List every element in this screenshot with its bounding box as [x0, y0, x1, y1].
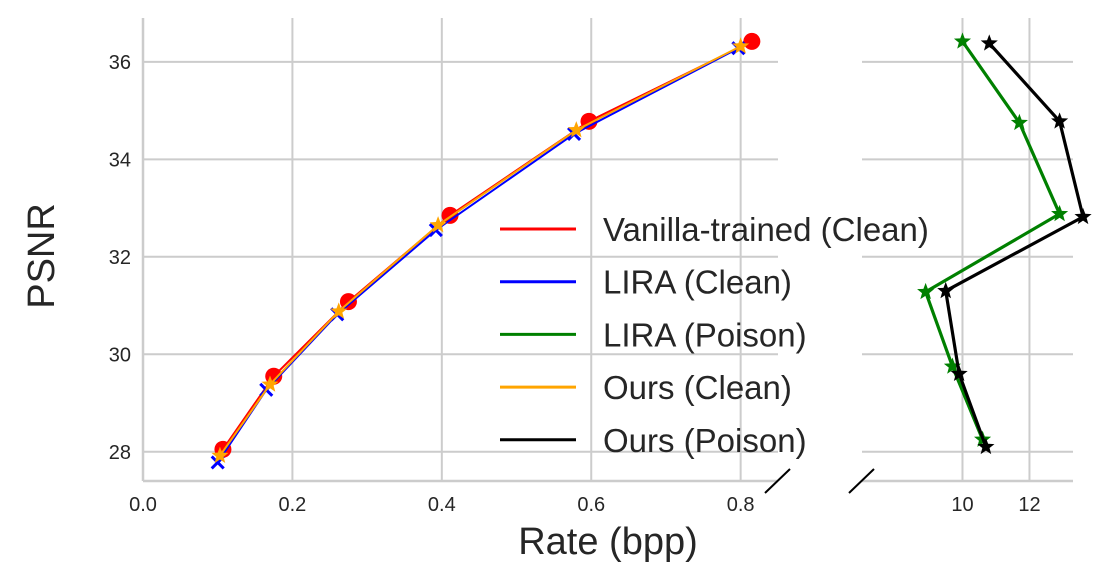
y-tick-label: 32 [109, 247, 131, 269]
series-line [219, 45, 742, 457]
x-tick-label: 10 [951, 494, 973, 516]
x-tick-label: 0.4 [428, 494, 456, 516]
series-ours-poison [937, 34, 1092, 455]
legend-item: Vanilla-trained (Clean) [500, 211, 929, 248]
series-layer [210, 32, 1092, 470]
legend-item: Ours (Clean) [500, 369, 792, 406]
legend: Vanilla-trained (Clean) LIRA (Clean) LIRA … [500, 211, 929, 459]
x-tick-label: 0.8 [727, 494, 755, 516]
axis-break-right [848, 468, 875, 494]
data-point [567, 121, 585, 138]
y-tick-label: 30 [109, 344, 131, 366]
legend-item: LIRA (Poison) [500, 316, 807, 353]
data-point [1051, 204, 1069, 222]
legend-item: LIRA (Clean) [500, 264, 792, 301]
tick-labels: 28 30 32 34 36 0.0 0.2 0.4 0.6 0.8 10 12 [109, 52, 1041, 516]
data-point [943, 357, 961, 374]
grid [142, 18, 1073, 481]
x-axis-title: Rate (bpp) [518, 521, 698, 563]
legend-label: Ours (Clean) [603, 369, 792, 406]
data-point [950, 364, 968, 382]
axes-spines [141, 18, 1073, 483]
legend-label: Vanilla-trained (Clean) [603, 211, 929, 248]
y-tick-label: 34 [109, 149, 131, 171]
data-point [743, 32, 761, 50]
series-ours-clean [211, 37, 750, 463]
data-point [937, 281, 955, 299]
legend-item: Ours (Poison) [500, 422, 807, 459]
x-tick-label: 0.0 [129, 494, 157, 516]
data-point [1074, 207, 1092, 225]
series-line [944, 42, 1085, 448]
x-tick-label: 12 [1018, 494, 1040, 516]
data-point [211, 446, 229, 463]
data-point [429, 216, 447, 233]
data-point [1010, 113, 1028, 131]
legend-label: Ours (Poison) [603, 422, 807, 459]
data-point [732, 37, 750, 54]
data-point [917, 282, 935, 300]
data-point [953, 32, 972, 49]
data-point [977, 437, 995, 455]
y-axis-title: PSNR [21, 203, 63, 309]
data-point [980, 34, 998, 51]
y-tick-label: 28 [109, 442, 131, 464]
data-point [261, 375, 279, 392]
x-tick-label: 0.2 [279, 494, 307, 516]
x-tick-label: 0.6 [577, 494, 605, 516]
data-point [1051, 112, 1069, 129]
y-tick-label: 36 [109, 52, 131, 74]
series-lira-poison [917, 32, 1069, 447]
legend-label: LIRA (Poison) [603, 316, 807, 353]
data-point [330, 302, 348, 319]
axis-break-marks [764, 468, 875, 494]
legend-label: LIRA (Clean) [603, 264, 792, 301]
axis-break-left [764, 468, 791, 494]
